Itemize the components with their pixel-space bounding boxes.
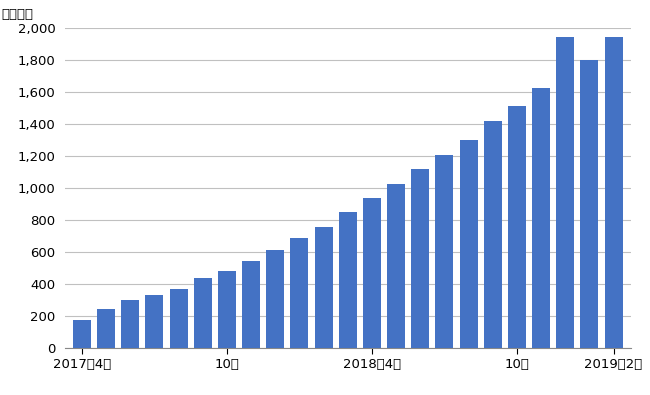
Bar [484, 121, 502, 348]
Bar [580, 60, 599, 348]
Bar [266, 250, 284, 348]
Bar [460, 139, 478, 348]
Bar [411, 169, 429, 348]
Bar [363, 198, 381, 348]
Bar [170, 289, 188, 348]
Bar [291, 238, 309, 348]
Bar [194, 278, 212, 348]
Bar [73, 320, 91, 348]
Bar [315, 227, 333, 348]
Bar [218, 271, 236, 348]
Bar [556, 37, 575, 348]
Bar [121, 301, 139, 348]
Y-axis label: （千件）: （千件） [1, 8, 33, 21]
Bar [436, 155, 454, 348]
Bar [387, 184, 405, 348]
Bar [532, 88, 550, 348]
Bar [339, 212, 357, 348]
Bar [508, 106, 526, 348]
Bar [146, 295, 164, 348]
Bar [604, 37, 623, 348]
Bar [97, 309, 115, 348]
Bar [242, 261, 260, 348]
